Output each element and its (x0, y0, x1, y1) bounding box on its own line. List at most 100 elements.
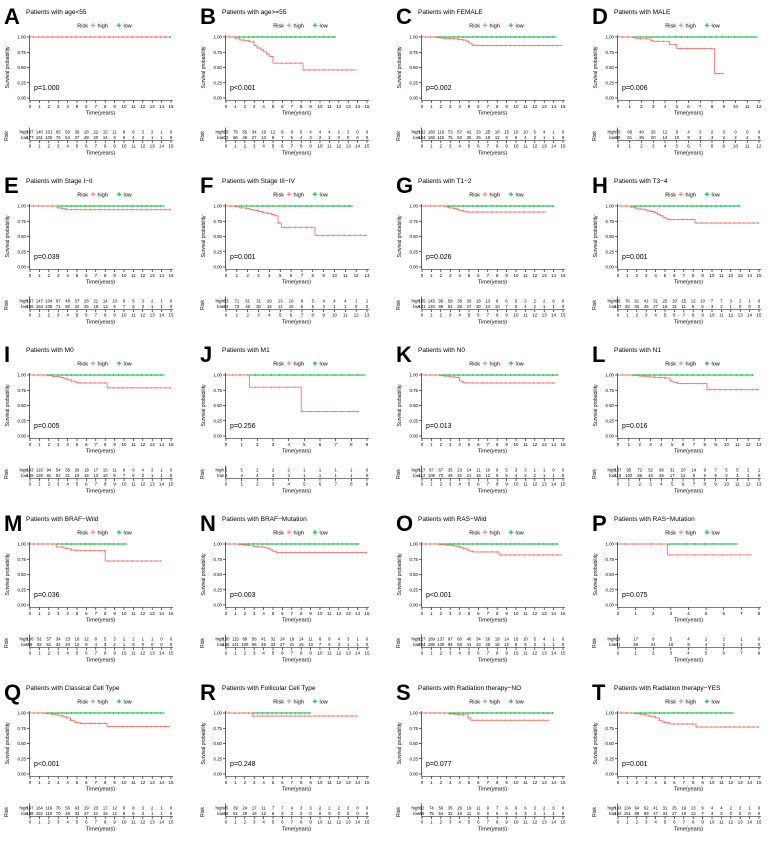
risk-count-low: 75 (448, 135, 453, 140)
risk-count-low: 25 (485, 642, 490, 647)
y-tick-label: 1.00 (605, 711, 614, 716)
low-censor-mark-icon (691, 204, 694, 208)
y-axis-label: Survival probability (5, 215, 11, 257)
risk-count-low: 58 (224, 811, 229, 816)
x-tick-label: 14 (551, 780, 556, 785)
low-censor-mark-icon (112, 542, 115, 546)
x-tick-label: 10 (724, 442, 729, 447)
high-censor-mark-icon (466, 549, 470, 552)
x-tick-label: 4 (654, 273, 657, 278)
high-censor-mark-icon (321, 234, 324, 237)
low-censor-mark-icon (136, 204, 139, 208)
risk-x-axis-label: Time(years) (86, 827, 115, 833)
high-censor-mark-icon (490, 719, 493, 722)
risk-x-tick-label: 9 (309, 651, 312, 656)
risk-count-low: 2 (534, 811, 537, 816)
risk-x-tick-label: 4 (66, 144, 69, 149)
high-censor-mark-icon (485, 381, 488, 385)
risk-count-low: 110 (45, 811, 52, 816)
x-tick-label: 11 (745, 104, 750, 109)
risk-count-high: 3 (142, 130, 145, 135)
high-censor-mark-icon (653, 715, 656, 718)
high-censor-mark-icon (627, 35, 630, 39)
legend-low-marker-icon (508, 530, 514, 535)
risk-x-tick-label: 4 (66, 820, 69, 825)
risk-count-high: 1 (552, 130, 555, 135)
risk-x-tick-label: 2 (652, 651, 655, 656)
risk-count-high: 12 (271, 130, 276, 135)
x-tick-label: 0 (225, 442, 228, 447)
high-censor-mark-icon (60, 714, 64, 717)
low-censor-mark-icon (551, 711, 554, 715)
low-censor-mark-icon (150, 204, 153, 208)
high-censor-mark-icon (353, 234, 357, 237)
risk-count-high: 11 (476, 468, 481, 473)
legend-high-marker-icon (482, 23, 488, 28)
risk-x-tick-label: 2 (244, 820, 247, 825)
risk-count-low: 3 (142, 473, 145, 478)
high-censor-mark-icon (490, 550, 493, 554)
risk-count-high: 1 (758, 468, 761, 473)
high-censor-mark-icon (293, 386, 297, 389)
low-censor-mark-icon (270, 711, 274, 715)
y-tick-label: 0.00 (409, 772, 418, 777)
y-tick-label: 0.75 (409, 50, 418, 55)
low-censor-mark-icon (481, 204, 484, 208)
risk-count-high: 5 (515, 299, 518, 304)
x-tick-label: 11 (327, 780, 332, 785)
y-tick-label: 0.75 (605, 219, 614, 224)
panel-title: Patients with T1−2 (418, 178, 472, 185)
risk-count-low: 1 (552, 135, 555, 140)
risk-count-low: 0 (758, 304, 761, 309)
risk-x-tick-label: 0 (225, 144, 228, 149)
low-censor-mark-icon (131, 373, 134, 377)
x-tick-label: 13 (365, 273, 370, 278)
risk-x-tick-label: 11 (131, 651, 136, 656)
low-censor-mark-icon (341, 542, 344, 546)
low-censor-mark-icon (350, 542, 354, 546)
low-censor-mark-icon (523, 373, 526, 377)
risk-count-low: 9 (113, 304, 116, 309)
legend-low-marker-icon (704, 530, 710, 535)
low-censor-mark-icon (490, 373, 493, 377)
risk-count-low: 12 (261, 811, 266, 816)
risk-x-tick-label: 5 (671, 482, 674, 487)
high-censor-mark-icon (676, 553, 680, 557)
risk-count-high: 39 (233, 806, 238, 811)
x-tick-label: 7 (487, 442, 490, 447)
high-censor-mark-icon (32, 373, 35, 377)
risk-count-high: 4 (711, 806, 714, 811)
risk-count-low: 6 (704, 473, 707, 478)
risk-count-high: 60 (457, 637, 462, 642)
legend-low-label: low (320, 530, 328, 536)
low-censor-mark-icon (280, 542, 283, 546)
high-censor-mark-icon (56, 375, 59, 378)
high-censor-mark-icon (509, 44, 512, 47)
high-censor-mark-icon (270, 55, 274, 58)
p-value-label: p=0.075 (622, 592, 648, 599)
low-censor-mark-icon (728, 204, 731, 208)
low-censor-mark-icon (662, 35, 665, 39)
low-censor-mark-icon (551, 204, 554, 208)
risk-count-high: 1 (534, 468, 537, 473)
x-tick-label: 12 (532, 611, 537, 616)
risk-count-low: 0 (132, 642, 135, 647)
high-censor-mark-icon (42, 373, 45, 377)
high-censor-mark-icon (336, 68, 339, 72)
high-censor-mark-icon (107, 208, 111, 211)
legend-low-marker-icon (704, 361, 710, 366)
low-censor-mark-icon (313, 542, 316, 546)
high-censor-mark-icon (46, 204, 49, 208)
risk-x-tick-label: 10 (710, 313, 715, 318)
risk-count-low: 9 (113, 135, 116, 140)
risk-count-high: 66 (627, 130, 632, 135)
risk-x-tick-label: 4 (687, 651, 690, 656)
high-censor-mark-icon (140, 559, 143, 563)
legend-high-label: high (98, 192, 108, 198)
x-tick-label: 5 (272, 780, 275, 785)
risk-count-high: 3 (142, 299, 145, 304)
risk-count-high: 5 (240, 468, 243, 473)
risk-x-axis-label: Time(years) (282, 489, 311, 495)
high-censor-mark-icon (438, 711, 441, 715)
risk-count-high: 10 (700, 299, 705, 304)
